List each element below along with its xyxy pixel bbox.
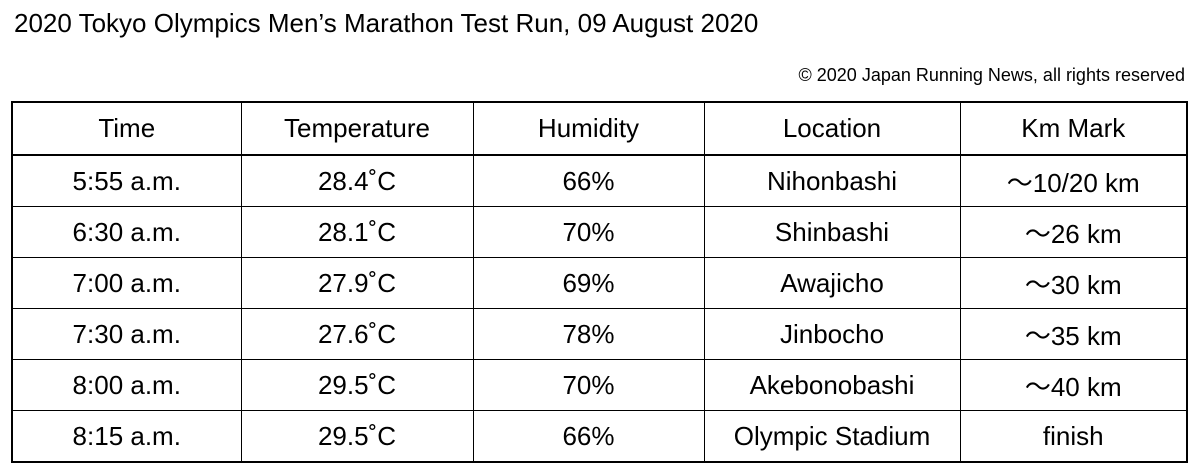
cell-humidity: 66% [472,154,705,207]
copyright-notice: © 2020 Japan Running News, all rights re… [798,65,1185,85]
cell-temperature: 29.5˚C [240,410,474,463]
table-row: 5:55 a.m. 28.4˚C 66% Nihonbashi ～10/20 k… [11,154,1188,207]
table-row: 8:00 a.m. 29.5˚C 70% Akebonobashi ～40 km [11,359,1188,411]
cell-location: Akebonobashi [703,359,961,411]
cell-time: 7:30 a.m. [11,308,242,360]
cell-humidity: 69% [472,257,705,309]
cell-humidity: 66% [472,410,705,463]
cell-location: Awajicho [703,257,961,309]
page-title: 2020 Tokyo Olympics Men’s Marathon Test … [14,8,759,38]
cell-humidity: 70% [472,206,705,258]
header-temperature: Temperature [240,101,474,156]
cell-km-mark: ～10/20 km [959,154,1188,207]
cell-time: 8:15 a.m. [11,410,242,463]
header-location: Location [703,101,961,156]
cell-temperature: 29.5˚C [240,359,474,411]
cell-humidity: 70% [472,359,705,411]
header-humidity: Humidity [472,101,705,156]
cell-time: 7:00 a.m. [11,257,242,309]
weather-table: Time Temperature Humidity Location Km Ma… [11,101,1188,463]
cell-temperature: 27.9˚C [240,257,474,309]
header-time: Time [11,101,242,156]
cell-location: Olympic Stadium [703,410,961,463]
cell-time: 5:55 a.m. [11,154,242,207]
cell-km-mark: ～35 km [959,308,1188,360]
table-row: 7:30 a.m. 27.6˚C 78% Jinbocho ～35 km [11,308,1188,360]
cell-location: Shinbashi [703,206,961,258]
cell-location: Nihonbashi [703,154,961,207]
header-row: Time Temperature Humidity Location Km Ma… [11,101,1188,156]
cell-km-mark: ～40 km [959,359,1188,411]
cell-km-mark: ～26 km [959,206,1188,258]
cell-temperature: 27.6˚C [240,308,474,360]
cell-humidity: 78% [472,308,705,360]
cell-location: Jinbocho [703,308,961,360]
table-row: 6:30 a.m. 28.1˚C 70% Shinbashi ～26 km [11,206,1188,258]
header-km-mark: Km Mark [959,101,1188,156]
cell-temperature: 28.4˚C [240,154,474,207]
cell-time: 6:30 a.m. [11,206,242,258]
cell-km-mark: finish [959,410,1188,463]
table-row: 7:00 a.m. 27.9˚C 69% Awajicho ～30 km [11,257,1188,309]
cell-km-mark: ～30 km [959,257,1188,309]
table-row: 8:15 a.m. 29.5˚C 66% Olympic Stadium fin… [11,410,1188,463]
cell-temperature: 28.1˚C [240,206,474,258]
cell-time: 8:00 a.m. [11,359,242,411]
